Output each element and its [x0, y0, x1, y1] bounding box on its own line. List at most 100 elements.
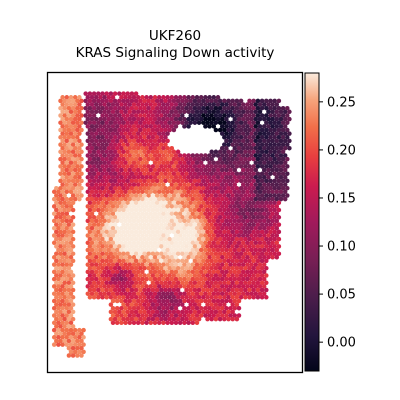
spot [219, 102, 225, 107]
spot [261, 240, 267, 246]
spot [240, 269, 246, 275]
spot [175, 200, 181, 206]
spot [232, 138, 238, 144]
spot [110, 225, 116, 231]
spot [173, 160, 179, 165]
spot [75, 105, 80, 111]
spot [224, 204, 229, 209]
spot [282, 131, 288, 136]
spot [171, 164, 177, 169]
spot [190, 276, 196, 282]
spot [100, 251, 105, 256]
spot [129, 207, 135, 213]
spot [245, 247, 250, 253]
spot [226, 222, 231, 227]
spot [112, 113, 118, 118]
spot [226, 185, 231, 191]
spot [96, 295, 101, 300]
spot [100, 127, 105, 133]
spot [259, 244, 265, 249]
spot [131, 189, 137, 195]
spot [142, 200, 147, 206]
spot [245, 145, 250, 151]
spot [144, 138, 149, 144]
spot [266, 182, 271, 187]
spot [194, 160, 200, 165]
spot [156, 182, 162, 187]
spot [135, 131, 141, 136]
spot [171, 178, 177, 184]
spot [211, 167, 217, 173]
spot [205, 215, 210, 220]
spot [234, 251, 240, 256]
spot [117, 105, 122, 111]
spot [70, 149, 76, 155]
spot [142, 135, 147, 140]
spot [228, 102, 233, 107]
spot [135, 109, 141, 115]
spot [152, 182, 158, 187]
spot [85, 284, 91, 289]
spot [70, 98, 76, 104]
spot [245, 160, 250, 165]
spot [184, 229, 189, 235]
spot [64, 211, 70, 216]
spot [91, 120, 97, 125]
spot [98, 225, 103, 231]
spot [268, 215, 273, 220]
spot [184, 105, 189, 111]
spot [89, 233, 95, 238]
spot [255, 193, 261, 198]
spot [58, 251, 63, 256]
spot [123, 255, 128, 260]
spot [66, 287, 72, 293]
spot [165, 124, 170, 129]
spot [106, 167, 112, 173]
spot [64, 305, 70, 311]
spot [79, 98, 84, 104]
spot [68, 298, 74, 304]
spot [268, 236, 273, 242]
spot [56, 269, 61, 275]
spot [96, 236, 101, 242]
spot [180, 164, 185, 169]
spot [257, 124, 263, 129]
spot [112, 244, 118, 249]
spot [106, 233, 112, 238]
spot [247, 236, 252, 242]
spot [255, 287, 261, 293]
spot [98, 109, 103, 115]
spot [215, 284, 221, 289]
spot [142, 120, 147, 125]
spot [228, 255, 233, 260]
spot [91, 142, 97, 147]
spot [114, 196, 120, 202]
spot [146, 98, 151, 104]
spot [79, 149, 84, 155]
spot [196, 251, 202, 256]
spot [159, 185, 164, 191]
spot [232, 160, 238, 165]
spot [142, 113, 147, 118]
spot [85, 131, 91, 136]
spot [58, 287, 63, 293]
spot [213, 244, 219, 249]
spot [196, 200, 202, 206]
spot [186, 189, 191, 195]
spot [68, 167, 74, 173]
spot [173, 269, 179, 275]
spot [257, 116, 263, 122]
spot [123, 167, 128, 173]
spot [266, 167, 271, 173]
spot [98, 131, 103, 136]
spot [207, 116, 212, 122]
spot [186, 313, 191, 318]
spot [110, 189, 116, 195]
spot [182, 313, 187, 318]
spot [154, 316, 160, 322]
spot [154, 251, 160, 256]
spot [167, 113, 172, 118]
spot [232, 233, 238, 238]
spot [243, 178, 248, 184]
